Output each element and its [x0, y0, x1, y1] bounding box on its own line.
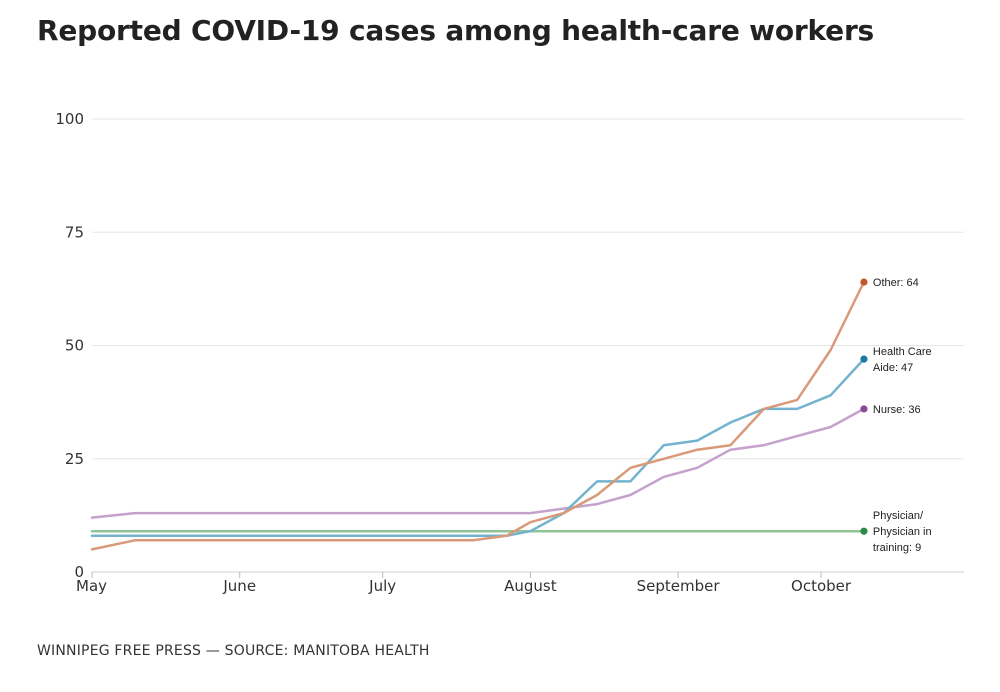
series-end-point: [860, 405, 868, 413]
series-end-label: Physician/: [873, 510, 924, 522]
y-tick-label: 75: [65, 223, 84, 241]
x-tick-label: June: [222, 577, 256, 595]
y-tick-label: 100: [55, 110, 84, 128]
x-tick-label: July: [368, 577, 396, 595]
series-line-0: [90, 280, 866, 551]
x-axis: May June July August September October: [76, 572, 852, 595]
end-labels: Other: 64 Health Care Aide: 47 Nurse: 36 Phy…: [860, 277, 932, 554]
series-end-label: Aide: 47: [873, 362, 913, 374]
gridlines: [92, 118, 964, 573]
x-tick-label: October: [791, 577, 852, 595]
series-end-point: [860, 527, 868, 535]
series-end-label: training: 9: [873, 542, 921, 554]
y-axis: 0 25 50 75 100: [55, 110, 84, 581]
x-tick-label: September: [637, 577, 721, 595]
y-tick-label: 25: [65, 450, 84, 468]
y-tick-label: 0: [74, 563, 84, 581]
source-credit: WINNIPEG FREE PRESS — SOURCE: MANITOBA H…: [37, 643, 430, 659]
series-end-point: [860, 278, 868, 286]
x-tick-label: May: [76, 577, 107, 595]
chart-title: Reported COVID-19 cases among health-car…: [37, 14, 875, 47]
y-tick-label: 50: [65, 337, 84, 355]
series-end-label: Health Care: [873, 346, 932, 358]
series-end-label: Other: 64: [873, 277, 919, 289]
series-lines: [90, 280, 866, 551]
x-tick-label: August: [504, 577, 557, 595]
series-end-label: Physician in: [873, 526, 932, 538]
series-end-label: Nurse: 36: [873, 404, 921, 416]
series-end-point: [860, 355, 868, 363]
series-line-2: [90, 407, 866, 519]
